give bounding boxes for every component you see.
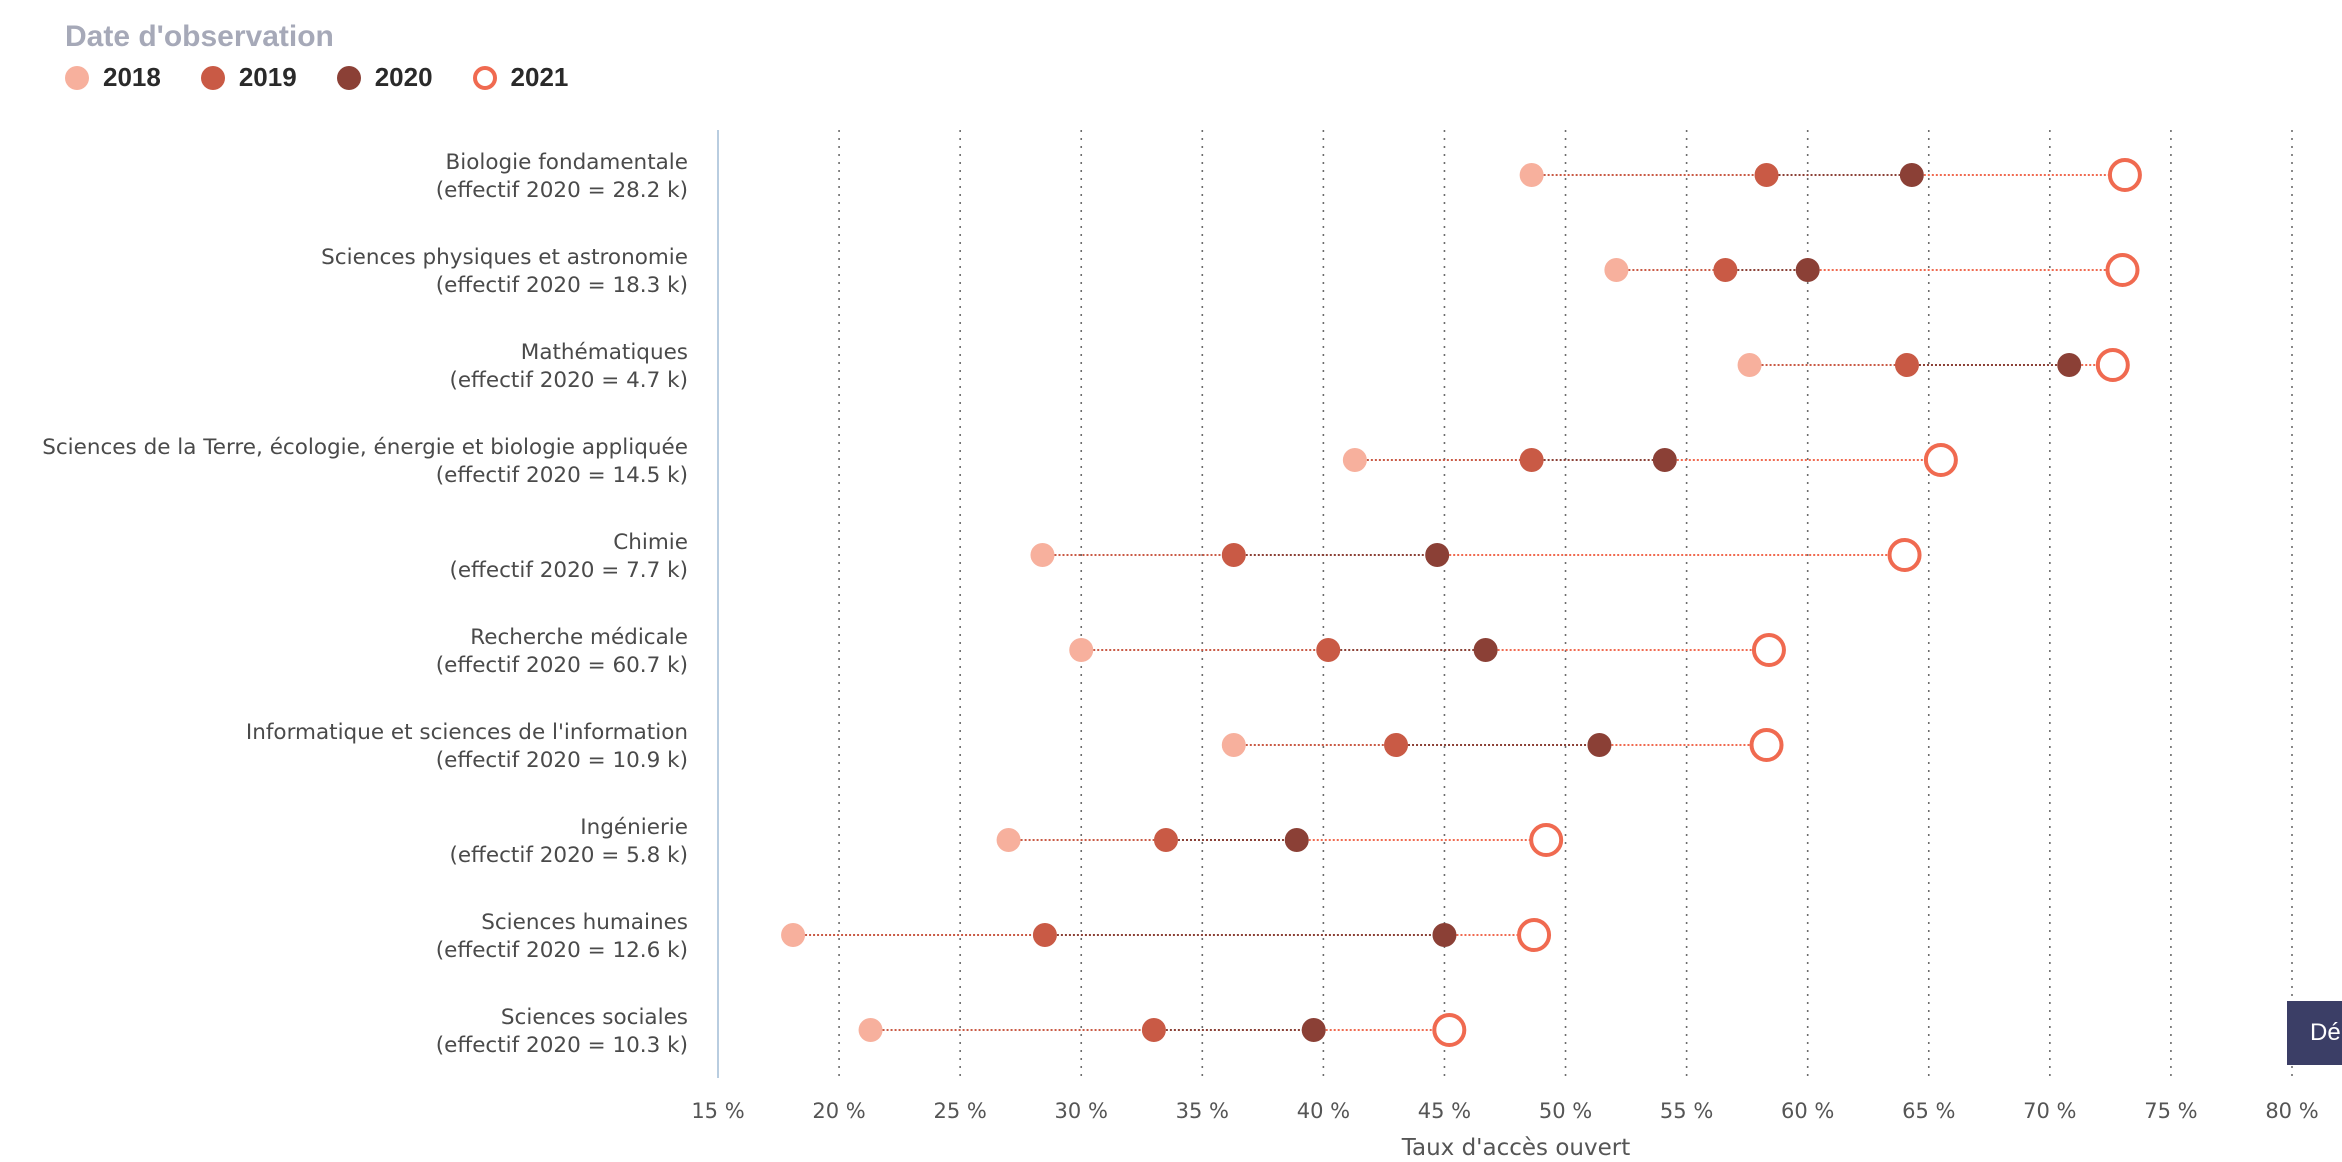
legend-marker-icon (65, 65, 89, 90)
data-point-2021 (1751, 633, 1786, 667)
category-sublabel: (effectif 2020 = 18.3 k) (436, 273, 688, 298)
data-point-2020 (1899, 163, 1924, 187)
category-sublabel: (effectif 2020 = 12.6 k) (436, 938, 688, 963)
x-tick-label: 35 % (1176, 1099, 1229, 1123)
legend-marker-icon (336, 65, 361, 90)
data-point-2018 (1342, 448, 1367, 472)
category-label: Sciences sociales (501, 1005, 688, 1030)
data-point-2018 (858, 1018, 883, 1042)
legend-label: 2018 (103, 62, 161, 92)
data-point-2020 (1473, 638, 1498, 662)
legend-label: 2020 (374, 62, 433, 92)
data-point-2018 (1221, 733, 1246, 757)
legend-title: Date d'observation (65, 20, 334, 53)
x-tick-label: 75 % (2144, 1099, 2197, 1123)
data-point-2020 (1284, 828, 1309, 852)
data-point-2020 (1795, 258, 1820, 282)
category-label: Sciences humaines (481, 910, 688, 935)
category-sublabel: (effectif 2020 = 10.3 k) (436, 1033, 688, 1058)
x-tick-label: 55 % (1660, 1099, 1713, 1123)
x-tick-label: 45 % (1418, 1099, 1471, 1123)
data-point-2018 (1069, 638, 1094, 662)
data-point-2020 (1425, 543, 1450, 567)
data-point-2021 (2105, 253, 2140, 287)
data-point-2020 (1301, 1018, 1326, 1042)
data-point-2021 (1923, 443, 1958, 477)
data-point-2018 (996, 828, 1021, 852)
data-point-2021 (1887, 538, 1922, 572)
category-sublabel: (effectif 2020 = 60.7 k) (436, 653, 688, 678)
data-point-2020 (2057, 353, 2082, 377)
legend-marker-icon (472, 65, 497, 90)
category-label: Biologie fondamentale (446, 150, 688, 175)
data-point-2020 (1587, 733, 1612, 757)
data-point-2018 (1519, 163, 1544, 187)
legend-marker-icon (200, 65, 225, 90)
category-sublabel: (effectif 2020 = 7.7 k) (449, 558, 688, 583)
category-label: Mathématiques (521, 340, 688, 365)
x-tick-label: 25 % (933, 1099, 986, 1123)
category-label: Sciences de la Terre, écologie, énergie … (42, 435, 688, 460)
data-point-2019 (1894, 353, 1919, 377)
data-point-2021 (2107, 158, 2142, 192)
data-point-2019 (1384, 733, 1409, 757)
data-point-2020 (1432, 923, 1457, 947)
data-point-2019 (1221, 543, 1246, 567)
category-label: Recherche médicale (470, 625, 688, 650)
legend-label: 2019 (238, 62, 297, 92)
category-sublabel: (effectif 2020 = 10.9 k) (436, 748, 688, 773)
data-point-2021 (1749, 728, 1784, 762)
data-point-2019 (1032, 923, 1057, 947)
data-point-2021 (1517, 918, 1552, 952)
category-sublabel: (effectif 2020 = 14.5 k) (436, 463, 688, 488)
category-sublabel: (effectif 2020 = 28.2 k) (436, 178, 688, 203)
legend-item-2021[interactable]: 2021 (472, 62, 569, 93)
data-point-2019 (1153, 828, 1178, 852)
category-label: Chimie (613, 530, 688, 555)
x-tick-label: 30 % (1055, 1099, 1108, 1123)
legend-item-2020[interactable]: 2020 (336, 62, 433, 93)
legend-item-2018[interactable]: 2018 (65, 62, 161, 93)
category-sublabel: (effectif 2020 = 4.7 k) (449, 368, 688, 393)
x-axis-title: Taux d'accès ouvert (1401, 1135, 1630, 1161)
data-point-2019 (1141, 1018, 1166, 1042)
category-sublabel: (effectif 2020 = 5.8 k) (449, 843, 688, 868)
x-tick-label: 50 % (1539, 1099, 1592, 1123)
data-point-2020 (1652, 448, 1677, 472)
data-point-2019 (1754, 163, 1779, 187)
legend-label: 2021 (510, 62, 569, 92)
legend: 2018 2019 2020 2021 (65, 62, 608, 93)
data-point-2019 (1713, 258, 1738, 282)
data-point-2018 (1030, 543, 1055, 567)
data-point-2018 (1737, 353, 1762, 377)
x-tick-label: 70 % (2023, 1099, 2076, 1123)
data-point-2018 (1604, 258, 1629, 282)
x-tick-label: 40 % (1297, 1099, 1350, 1123)
data-point-2021 (1529, 823, 1564, 857)
data-point-2021 (2095, 348, 2130, 382)
data-point-2019 (1316, 638, 1341, 662)
category-label: Ingénierie (580, 815, 688, 840)
x-tick-label: 15 % (691, 1099, 744, 1123)
data-point-2018 (781, 923, 806, 947)
data-point-2021 (1432, 1013, 1467, 1047)
data-point-2019 (1519, 448, 1544, 472)
download-button[interactable]: Dé (2287, 1001, 2342, 1065)
legend-item-2019[interactable]: 2019 (200, 62, 297, 93)
category-label: Informatique et sciences de l'informatio… (246, 720, 688, 745)
x-tick-label: 65 % (1902, 1099, 1955, 1123)
category-label: Sciences physiques et astronomie (321, 245, 688, 270)
x-tick-label: 20 % (812, 1099, 865, 1123)
x-tick-label: 60 % (1781, 1099, 1834, 1123)
x-tick-label: 80 % (2265, 1099, 2318, 1123)
